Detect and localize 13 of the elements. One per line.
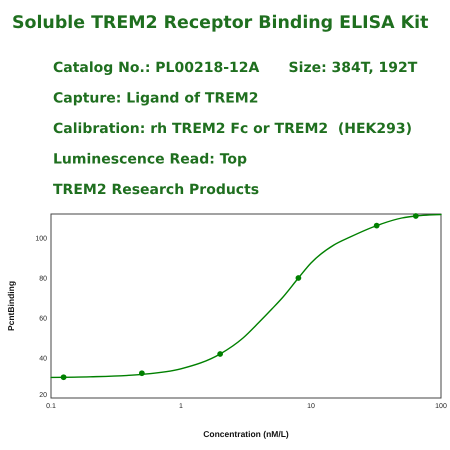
y-axis-title: PcntBinding: [6, 280, 16, 332]
text: Capture: Ligand of TREM2: [53, 90, 258, 106]
text: Catalog No.: PL00218-12A Size: 384T, 192T: [53, 60, 418, 76]
text: TREM2 Research Products: [53, 182, 260, 198]
text: Luminescence Read: Top: [53, 152, 248, 168]
point: [296, 275, 302, 281]
point: [217, 351, 224, 357]
point: [374, 222, 380, 228]
point: [138, 370, 145, 376]
text: Calibration: rh TREM2 Fc or TREM2 (HEK293): [53, 121, 412, 137]
chart-title: Soluble TREM2 Receptor Binding ELISA Kit: [12, 13, 428, 33]
x-axis-title: Concentration (nM/L): [203, 429, 289, 439]
point: [60, 374, 66, 380]
